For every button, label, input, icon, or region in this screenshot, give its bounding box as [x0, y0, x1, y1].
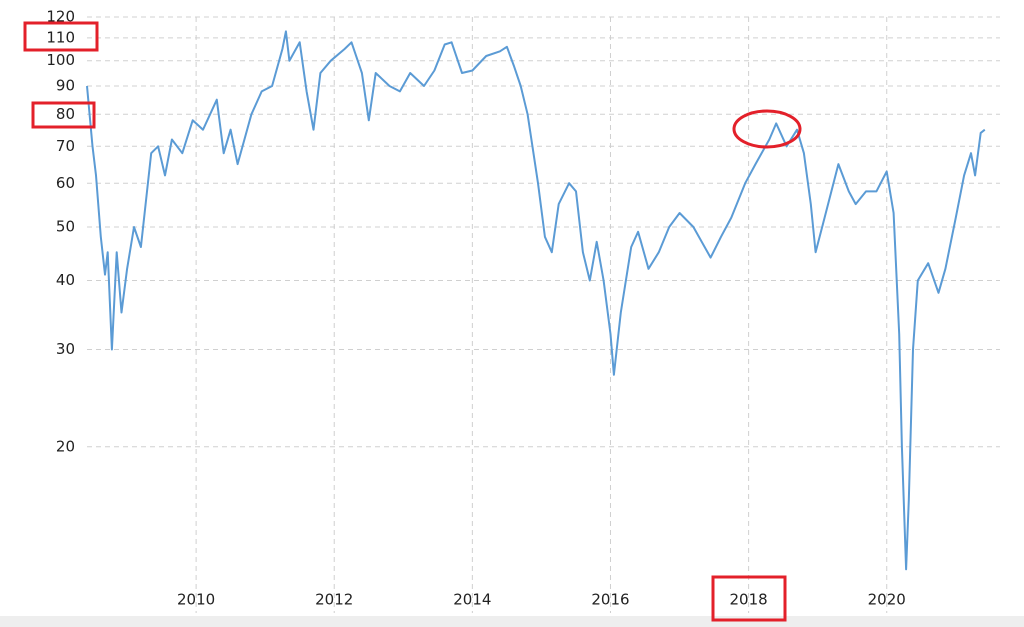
- price-line: [86, 30, 986, 571]
- x-tick-label: 2010: [177, 591, 215, 609]
- highlight-box: [711, 575, 787, 622]
- y-tick-label: 40: [56, 271, 75, 289]
- y-tick-label: 50: [56, 217, 75, 235]
- plot: 20 30 40 50 60 70 80 90 100 110 120 2010 2012 2014 201…: [46, 8, 1000, 613]
- y-tick-label: 70: [56, 137, 75, 155]
- scroll-band: [0, 616, 1024, 627]
- x-tick-label: 2020: [868, 591, 906, 609]
- y-tick-label: 110: [46, 28, 75, 46]
- highlight-box: [31, 101, 96, 129]
- x-tick-label: 2018: [730, 591, 768, 609]
- highlight-box: [23, 21, 99, 52]
- y-tick-label: 90: [56, 76, 75, 94]
- y-tick-label: 80: [56, 105, 75, 123]
- y-tick-label: 20: [56, 437, 75, 455]
- x-tick-label: 2014: [453, 591, 491, 609]
- y-tick-label: 100: [46, 51, 75, 69]
- y-tick-label: 30: [56, 340, 75, 358]
- x-tick-label: 2016: [591, 591, 629, 609]
- x-tick-label: 2012: [315, 591, 353, 609]
- y-tick-label: 120: [46, 8, 75, 26]
- y-tick-label: 60: [56, 174, 75, 192]
- highlight-ellipse: [732, 109, 802, 149]
